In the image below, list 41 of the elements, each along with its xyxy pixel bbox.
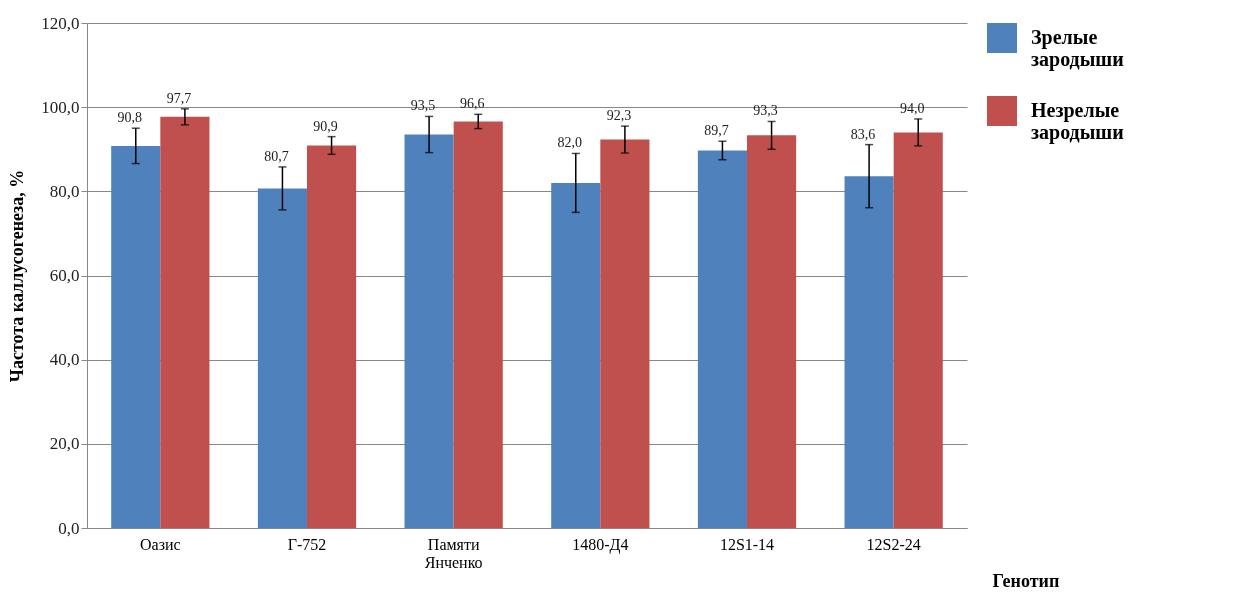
x-tick-label: 12S2-24 — [866, 535, 921, 553]
y-tick-label: 40,0 — [49, 350, 80, 370]
data-label: 96,6 — [459, 96, 485, 112]
data-label: 97,7 — [166, 90, 192, 106]
bar — [747, 135, 797, 528]
bar — [551, 182, 601, 528]
x-tick-label: Оазис — [140, 535, 181, 553]
bar — [404, 134, 454, 528]
data-label: 93,3 — [753, 103, 778, 119]
y-tick-label: 60,0 — [49, 266, 80, 285]
data-label: 90,8 — [117, 110, 143, 126]
y-tick-label: 80,0 — [49, 181, 80, 201]
x-tick-label: 1480-Д4 — [572, 535, 629, 554]
data-label: 83,6 — [850, 126, 876, 142]
data-label: 80,7 — [264, 148, 289, 164]
y-axis-title: Частота каллусогенеза, % — [7, 169, 28, 383]
data-label: 82,0 — [557, 135, 583, 151]
legend-label: Зрелые зародыши — [1031, 26, 1124, 71]
legend-label: Незрелые зародыши — [1031, 99, 1124, 144]
bar — [453, 121, 503, 528]
data-label: 89,7 — [704, 123, 729, 139]
data-label: 90,9 — [313, 118, 338, 134]
bar — [893, 132, 943, 528]
x-axis-title: Генотип — [992, 570, 1060, 591]
x-tick-label: 12S1-14 — [719, 535, 775, 553]
data-label: 92,3 — [606, 108, 632, 124]
bar — [697, 150, 747, 528]
bar — [160, 116, 210, 528]
bar — [111, 145, 161, 528]
bar — [844, 176, 894, 528]
y-tick-label: 120,0 — [41, 13, 80, 33]
data-label: 94,0 — [899, 100, 925, 116]
data-label: 93,5 — [410, 98, 436, 114]
y-tick-label: 20,0 — [49, 434, 80, 454]
x-tick-label: Памяти Янченко — [424, 535, 483, 571]
y-tick-label: 0,0 — [58, 518, 80, 538]
x-tick-label: Г-752 — [287, 535, 327, 553]
y-tick-label: 100,0 — [41, 97, 80, 117]
bar — [257, 188, 307, 528]
bar — [600, 139, 650, 528]
bar — [307, 145, 357, 528]
